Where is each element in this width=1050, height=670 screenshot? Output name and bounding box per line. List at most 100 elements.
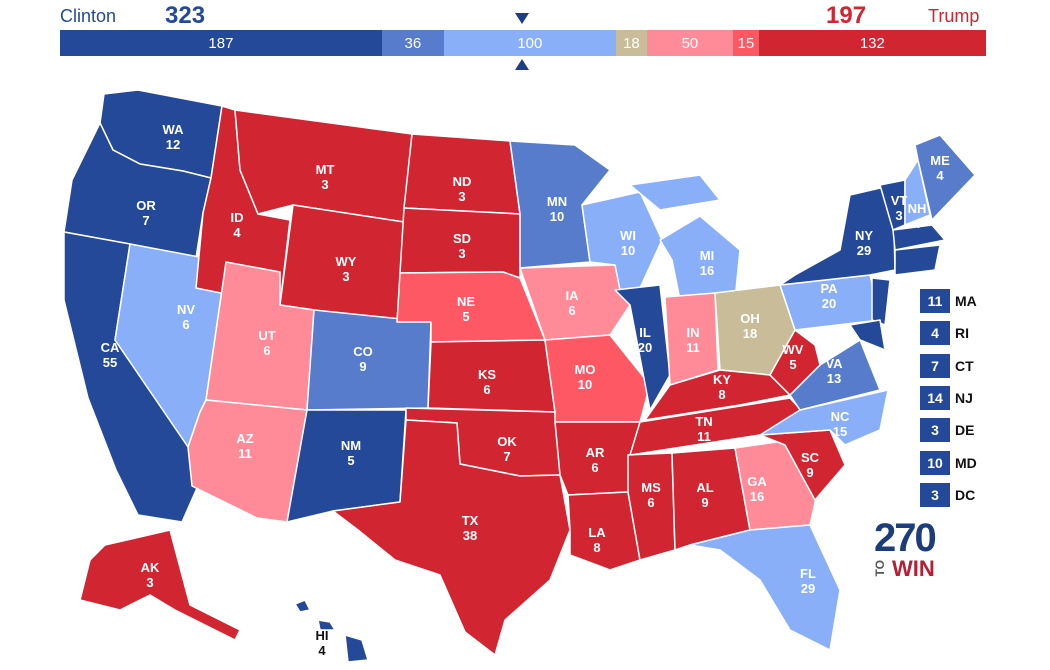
state-ak[interactable] xyxy=(79,529,241,641)
small-state-name-dc: DC xyxy=(955,486,976,503)
state-label-id: ID xyxy=(231,210,244,225)
small-state-ev-dc[interactable]: 3 xyxy=(920,482,950,507)
small-state-name-nj: NJ xyxy=(955,389,973,406)
state-tx[interactable] xyxy=(332,419,571,656)
majority-marker-top xyxy=(515,13,529,24)
state-ev-il: 20 xyxy=(638,340,652,355)
small-state-name-md: MD xyxy=(955,454,977,471)
state-az[interactable] xyxy=(187,399,308,523)
state-ev-ia: 6 xyxy=(568,303,575,318)
state-nj[interactable] xyxy=(871,277,891,326)
small-state-ev-ma[interactable]: 11 xyxy=(920,289,950,313)
state-ev-ok: 7 xyxy=(503,449,510,464)
state-label-nh: NH xyxy=(908,201,927,216)
state-fl[interactable] xyxy=(689,524,841,651)
state-ev-ga: 16 xyxy=(750,489,764,504)
state-ev-tn: 11 xyxy=(697,429,711,444)
state-label-il: IL xyxy=(639,325,651,340)
state-label-hi: HI xyxy=(316,628,329,643)
electoral-vote-bar: 187 36 100 18 50 15 132 xyxy=(60,30,986,56)
logo-win: WIN xyxy=(892,556,935,581)
logo-number: 270 xyxy=(874,516,937,560)
trump-total: 197 xyxy=(826,2,867,29)
state-ev-id: 4 xyxy=(233,225,241,240)
state-ct[interactable] xyxy=(894,244,941,276)
state-me[interactable] xyxy=(914,134,976,221)
state-label-mo: MO xyxy=(575,362,596,377)
state-ev-nm: 5 xyxy=(347,453,354,468)
state-ev-va: 13 xyxy=(827,371,841,386)
state-ev-mn: 10 xyxy=(550,209,564,224)
clinton-total: 323 xyxy=(165,2,206,29)
state-label-in: IN xyxy=(687,325,700,340)
state-hi[interactable] xyxy=(294,599,369,663)
state-ev-ne: 5 xyxy=(462,309,469,324)
state-ev-az: 11 xyxy=(238,446,252,461)
small-state-name-ma: MA xyxy=(955,293,977,309)
state-label-wi: WI xyxy=(620,228,636,243)
state-label-vt: VT xyxy=(891,193,908,208)
state-ev-al: 9 xyxy=(701,495,708,510)
state-label-tx: TX xyxy=(462,513,479,528)
ev-bar-segment-safe-rep: 132 xyxy=(758,30,986,56)
small-state-ev-ct[interactable]: 7 xyxy=(920,353,950,378)
state-label-ne: NE xyxy=(457,294,475,309)
state-co[interactable] xyxy=(306,309,432,411)
state-ev-ny: 29 xyxy=(857,243,871,258)
state-nh[interactable] xyxy=(904,159,931,226)
state-label-al: AL xyxy=(696,480,713,495)
state-il[interactable] xyxy=(614,284,671,411)
small-state-ev-ri[interactable]: 4 xyxy=(920,321,950,346)
state-label-ak: AK xyxy=(141,560,160,575)
state-ev-ak: 3 xyxy=(146,575,153,590)
state-md[interactable] xyxy=(849,319,886,351)
clinton-label: Clinton xyxy=(60,6,117,26)
state-label-me: ME xyxy=(930,153,950,168)
state-label-mi: MI xyxy=(700,248,714,263)
state-ev-oh: 18 xyxy=(743,326,757,341)
state-ev-nc: 15 xyxy=(833,424,847,439)
state-label-mt: MT xyxy=(316,162,335,177)
state-ev-pa: 20 xyxy=(822,296,836,311)
state-label-ga: GA xyxy=(747,474,767,489)
state-label-mn: MN xyxy=(547,194,567,209)
state-ev-ar: 6 xyxy=(591,460,598,475)
state-ia[interactable] xyxy=(519,264,631,341)
state-label-ms: MS xyxy=(641,480,661,495)
state-label-fl: FL xyxy=(800,566,816,581)
state-label-va: VA xyxy=(825,356,843,371)
ev-bar-segment-likely-dem: 36 xyxy=(381,30,444,56)
state-ma[interactable] xyxy=(892,224,946,251)
ev-bar-segment-leans-dem: 100 xyxy=(443,30,616,56)
state-label-ca: CA xyxy=(101,340,120,355)
state-ev-co: 9 xyxy=(359,359,366,374)
state-ev-vt: 3 xyxy=(895,208,902,223)
state-ev-or: 7 xyxy=(142,213,149,228)
state-ev-la: 8 xyxy=(593,540,600,555)
state-ev-ks: 6 xyxy=(483,382,490,397)
state-ms[interactable] xyxy=(627,452,676,561)
state-label-ky: KY xyxy=(713,372,731,387)
state-label-nd: ND xyxy=(453,174,472,189)
state-ev-mi: 16 xyxy=(700,263,714,278)
state-wv[interactable] xyxy=(769,329,821,396)
state-ny[interactable] xyxy=(779,184,896,286)
state-label-or: OR xyxy=(136,198,156,213)
state-ev-wv: 5 xyxy=(789,357,796,372)
state-mo[interactable] xyxy=(544,334,651,423)
small-state-name-ri: RI xyxy=(955,325,969,342)
small-state-ev-de[interactable]: 3 xyxy=(920,418,950,443)
state-ev-ca: 55 xyxy=(103,355,117,370)
ev-bar-segment-tossup: 18 xyxy=(615,30,647,56)
state-ev-tx: 38 xyxy=(463,528,477,543)
state-ev-nd: 3 xyxy=(458,189,465,204)
small-state-ev-nj[interactable]: 14 xyxy=(920,385,950,410)
state-ev-me: 4 xyxy=(936,168,944,183)
ev-bar-segment-likely-rep: 15 xyxy=(732,30,759,56)
small-state-ev-md[interactable]: 10 xyxy=(920,450,950,475)
state-ev-mt: 3 xyxy=(321,177,328,192)
state-ev-ky: 8 xyxy=(718,387,725,402)
state-label-pa: PA xyxy=(820,281,838,296)
state-label-az: AZ xyxy=(236,431,253,446)
